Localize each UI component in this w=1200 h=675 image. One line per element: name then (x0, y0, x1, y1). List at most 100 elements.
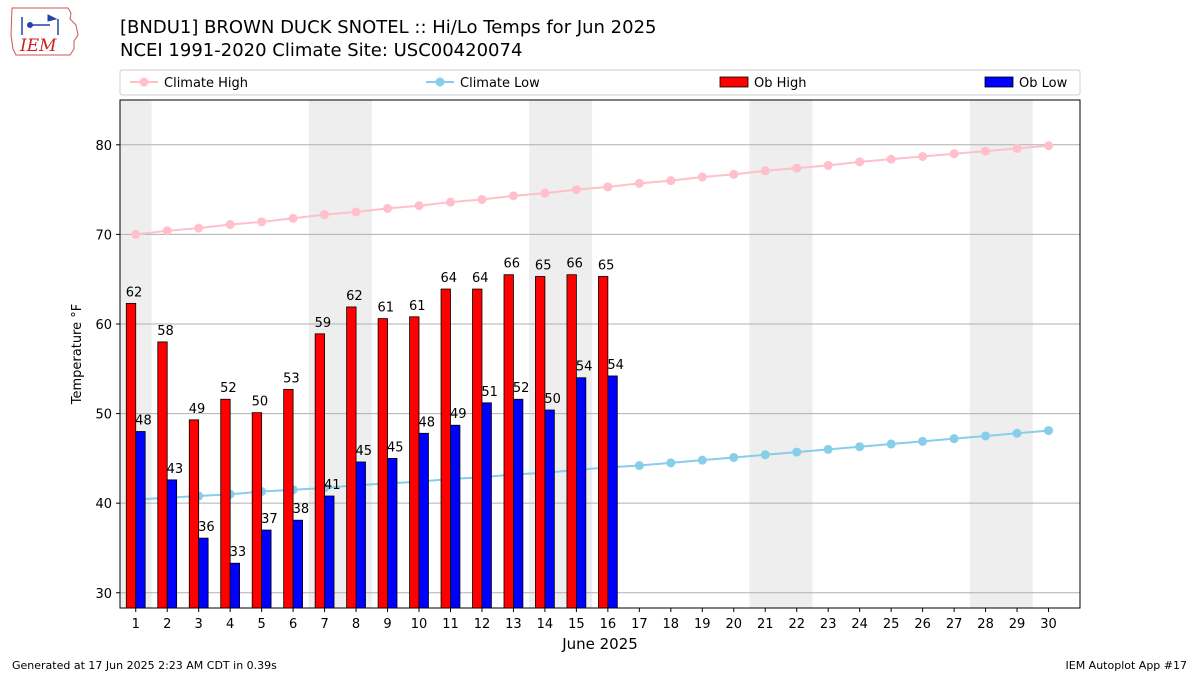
climate-low-point (760, 450, 770, 460)
ob-high-bar (535, 276, 546, 609)
x-tick-label-16: 16 (600, 617, 617, 632)
climate-high-point (508, 191, 518, 201)
ob-low-bar (481, 402, 492, 609)
climate-high-point (194, 223, 204, 233)
weekend-band-5 (969, 100, 1033, 608)
iem-logo: IEM (10, 7, 79, 56)
x-tick-label-19: 19 (694, 617, 711, 632)
climate-high-point (414, 201, 424, 211)
climate-high-line (135, 144, 1049, 236)
climate-high-point (1044, 141, 1054, 151)
ob-high-label: 66 (566, 257, 583, 272)
ob-high-label: 50 (252, 395, 269, 410)
ob-high-label: 61 (378, 301, 395, 316)
climate-high-point (131, 229, 141, 239)
x-tick-label-1: 1 (132, 617, 140, 632)
legend-label-climate-high: Climate High (164, 76, 248, 91)
ob-high-bar (503, 274, 514, 609)
ob-low-label: 52 (513, 381, 530, 396)
x-tick-label-6: 6 (289, 617, 297, 632)
ob-high-bar (251, 412, 263, 609)
climate-low-point (886, 439, 896, 449)
x-tick-label-4: 4 (226, 617, 234, 632)
x-tick-label-2: 2 (163, 617, 171, 632)
ob-low-label: 33 (230, 545, 247, 560)
ob-low-bar (513, 398, 524, 609)
ob-high-label: 49 (189, 402, 206, 417)
x-tick-label-7: 7 (320, 617, 328, 632)
ob-high-bar (440, 288, 451, 609)
x-tick-label-26: 26 (914, 617, 931, 632)
climate-high-point (792, 163, 802, 173)
ob-low-label: 45 (387, 440, 404, 455)
ob-high-label: 52 (220, 381, 237, 396)
climate-high-point (257, 217, 267, 227)
climate-high-point (823, 160, 833, 170)
ob-high-label: 62 (346, 289, 363, 304)
ob-low-label: 41 (324, 478, 341, 493)
climate-high-point (540, 188, 550, 198)
climate-low-point (729, 452, 739, 462)
ob-low-bar (198, 537, 209, 609)
plot-area (119, 99, 1081, 609)
legend-marker-climate-high (139, 77, 149, 87)
ob-high-bar (188, 419, 200, 609)
climate-high-point (320, 210, 330, 220)
ob-high-label: 53 (283, 371, 300, 386)
x-tick-label-27: 27 (946, 617, 963, 632)
climate-low-point (918, 436, 928, 446)
ob-high-bar (220, 398, 231, 609)
ob-high-bar (125, 302, 137, 609)
x-tick-label-8: 8 (352, 617, 360, 632)
page-subtitle: NCEI 1991-2020 Climate Site: USC00420074 (120, 40, 523, 61)
ob-low-label: 48 (418, 415, 435, 430)
x-tick-label-15: 15 (568, 617, 585, 632)
ob-low-label: 54 (576, 360, 593, 375)
ob-low-label: 54 (607, 358, 624, 373)
ob-high-label: 61 (409, 299, 426, 314)
legend-swatch-ob-high (719, 76, 749, 88)
ob-high-label: 59 (315, 316, 332, 331)
ob-low-label: 36 (198, 520, 215, 535)
ob-low-label: 43 (167, 462, 184, 477)
x-tick-label-9: 9 (383, 617, 391, 632)
x-tick-label-23: 23 (820, 617, 837, 632)
y-axis-label: Temperature °F (70, 304, 85, 405)
x-axis-label: June 2025 (561, 635, 638, 653)
climate-high-point (445, 197, 455, 207)
ob-low-bar (355, 461, 366, 609)
x-tick-label-13: 13 (505, 617, 522, 632)
climate-high-point (603, 182, 613, 192)
y-tick-label-70: 70 (95, 228, 112, 243)
climate-low-point (792, 447, 802, 457)
climate-low-point (666, 458, 676, 468)
legend: Climate High Climate Low Ob High Ob Low (119, 69, 1081, 96)
x-tick-label-29: 29 (1009, 617, 1026, 632)
x-tick-label-28: 28 (977, 617, 994, 632)
ob-low-label: 48 (135, 413, 152, 428)
ob-high-bar (598, 276, 609, 609)
ob-high-bar (566, 274, 577, 609)
ob-high-label: 64 (472, 271, 489, 286)
ob-low-bar (229, 562, 241, 609)
ob-low-bar (166, 479, 178, 609)
x-tick-label-11: 11 (442, 617, 459, 632)
climate-low-point (949, 434, 959, 444)
climate-low-point (634, 461, 644, 471)
ob-high-bar (283, 388, 294, 609)
ob-high-label: 65 (598, 259, 615, 274)
ob-low-label: 49 (450, 407, 467, 422)
x-tick-label-17: 17 (631, 617, 648, 632)
x-tick-label-30: 30 (1040, 617, 1057, 632)
ob-low-bar (418, 432, 429, 609)
climate-high-point (351, 207, 361, 217)
x-tick-label-25: 25 (883, 617, 900, 632)
x-tick-label-18: 18 (663, 617, 680, 632)
observed-bars (125, 274, 618, 609)
ob-high-label: 64 (440, 271, 457, 286)
climate-high-point (1012, 143, 1022, 153)
ob-low-bar (387, 457, 398, 609)
legend-label-climate-low: Climate Low (460, 76, 540, 91)
ob-low-label: 38 (293, 502, 310, 517)
